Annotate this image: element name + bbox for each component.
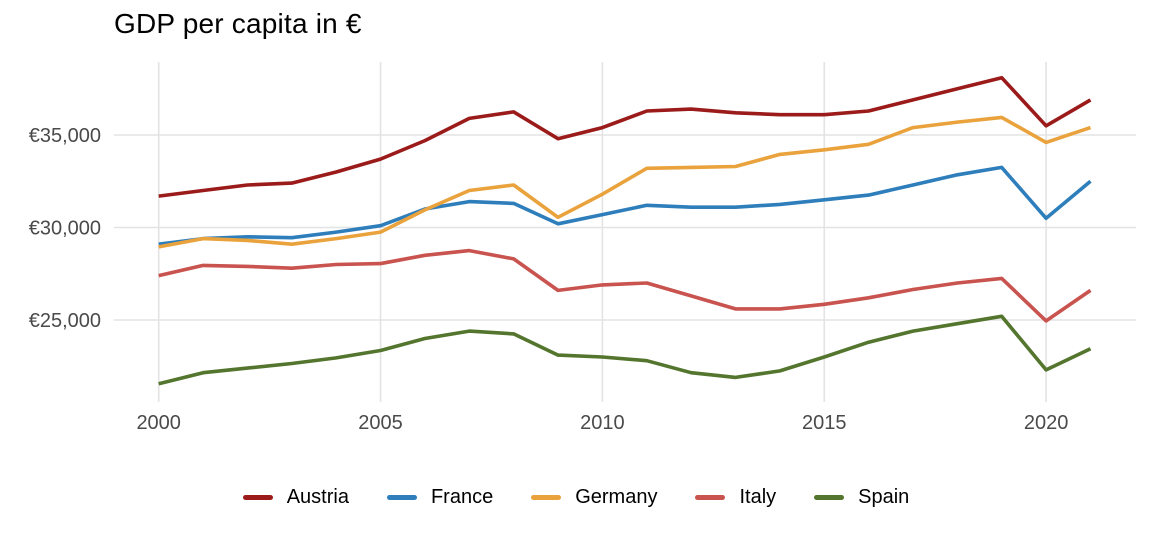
legend-item-spain: Spain (814, 486, 909, 509)
legend-swatch-italy (695, 494, 726, 501)
series-line-france (158, 165, 1092, 246)
y-tick-label: €35,000 (29, 125, 101, 147)
y-tick-label: €30,000 (29, 218, 101, 240)
legend-swatch-austria (242, 494, 273, 501)
legend-label-austria: Austria (286, 486, 349, 508)
legend-item-austria: Austria (242, 486, 349, 509)
x-tick-label: 2020 (1024, 412, 1069, 434)
series-line-austria (158, 75, 1092, 198)
legend-label-france: France (430, 486, 494, 508)
legend-item-france: France (386, 486, 494, 509)
series-line-spain (158, 314, 1092, 386)
gdp-line-chart: €25,000 €30,000 €35,000 2000 2005 2010 2015 202… (29, 62, 1136, 434)
chart-legend: Austria France Germany Italy Spain (0, 486, 1152, 509)
legend-label-germany: Germany (575, 486, 658, 508)
series-line-germany (158, 115, 1092, 249)
legend-swatch-france (386, 494, 417, 501)
legend-item-italy: Italy (695, 486, 776, 509)
legend-swatch-germany (531, 494, 562, 501)
series-line-italy (158, 248, 1092, 323)
x-tick-label: 2000 (136, 412, 181, 434)
legend-label-spain: Spain (858, 486, 910, 508)
legend-item-germany: Germany (531, 486, 657, 509)
x-tick-label: 2005 (358, 412, 403, 434)
legend-swatch-spain (814, 494, 845, 501)
legend-label-italy: Italy (739, 486, 777, 508)
chart-title: GDP per capita in € (114, 8, 362, 39)
x-tick-label: 2015 (802, 412, 847, 434)
x-tick-label: 2010 (580, 412, 625, 434)
y-tick-label: €25,000 (29, 310, 101, 332)
